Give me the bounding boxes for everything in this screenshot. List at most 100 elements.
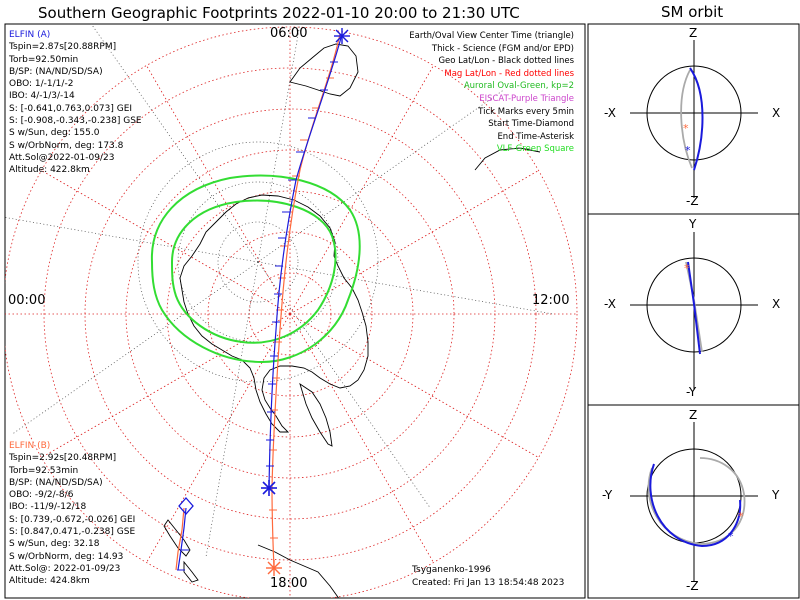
clock-label-left: 00:00 xyxy=(8,293,46,308)
auroral-oval-outer xyxy=(150,174,361,364)
sm-panel-2: * xyxy=(630,232,758,390)
mag-lat-circle xyxy=(43,67,537,561)
sm3-label-bottom: -Z xyxy=(686,579,699,593)
legend-entry: Tick Marks every 5min xyxy=(478,106,574,117)
elfin-b-line-6: S: [0.847,0.471,-0.238] GSE xyxy=(9,527,136,538)
start-diamond xyxy=(178,497,194,515)
geo-lon-line xyxy=(257,261,431,508)
elfin-a-line-3: OBO: 1/-1/1/-2 xyxy=(9,79,74,90)
elfin-b-name: ELFIN (B) xyxy=(9,441,51,451)
sm-panel-1: * * xyxy=(630,40,758,198)
sm-frame xyxy=(587,23,800,599)
sm3-marker-a: * xyxy=(728,530,734,543)
sm2-label-left: -X xyxy=(604,297,616,311)
elfin-b-ticks xyxy=(269,77,334,539)
elfin-a-line-0: Tspin=2.87s[20.88RPM] xyxy=(9,42,117,53)
mag-lat-circle xyxy=(207,231,373,397)
legend-entry: Mag Lat/Lon - Red dotted lines xyxy=(444,68,574,79)
elfin-a-name: ELFIN (A) xyxy=(9,30,51,40)
elfin-b-info: ELFIN (B) Tspin=2.92s[20.48RPM] Torb=92.… xyxy=(9,440,135,588)
elfin-b-line-5: S: [0.739,-0.672,-0.026] GEI xyxy=(9,514,136,525)
sm1-label-left: -X xyxy=(604,106,616,120)
elfin-a-line-6: S: [-0.908,-0.343,-0.238] GSE xyxy=(9,116,142,127)
created-label: Created: Fri Jan 13 18:54:48 2023 xyxy=(412,578,565,588)
sm1-orbit-gray xyxy=(680,69,693,169)
legend: Earth/Oval View Center Time (triangle) Th… xyxy=(409,30,574,156)
mag-lon-line xyxy=(41,170,291,315)
geo-lon-line xyxy=(257,24,301,263)
elfin-b-secondary xyxy=(175,507,185,571)
elfin-b-line-2: B/SP: (NA/ND/SD/SA) xyxy=(9,477,103,488)
auroral-ovals xyxy=(150,174,361,364)
map-frame xyxy=(4,23,586,599)
legend-entry: Geo Lat/Lon - Black dotted lines xyxy=(438,56,574,67)
sm1-marker-a: * xyxy=(685,144,691,157)
sm2-label-right: X xyxy=(772,297,781,311)
elfin-b-line-0: Tspin=2.92s[20.48RPM] xyxy=(9,453,117,464)
sm3-orbit-a xyxy=(649,463,742,548)
sm3-label-left: -Y xyxy=(602,488,613,502)
elfin-b-line-3: OBO: -9/2/-8/6 xyxy=(9,490,74,501)
elfin-b-track xyxy=(175,33,341,576)
legend-entry: EISCAT-Purple Triangle xyxy=(479,93,574,104)
elfin-b-line-8: S w/OrbNorm, deg: 14.93 xyxy=(9,551,124,562)
elfin-a-line-9: Att.Sol@2022-01-09/23 xyxy=(9,152,115,163)
elfin-b-line-10: Altitude: 424.8km xyxy=(9,576,90,587)
antarctica-coast xyxy=(179,194,369,433)
sm2-label-bottom: -Y xyxy=(686,385,697,399)
australia-coast xyxy=(257,544,340,598)
legend-entry: Start Time-Diamond xyxy=(488,119,574,130)
sm2-orbit-a xyxy=(687,261,701,355)
elfin-a-line-10: Altitude: 422.8km xyxy=(9,165,90,176)
geo-lon-line xyxy=(257,89,504,263)
chart-title: Southern Geographic Footprints 2022-01-1… xyxy=(38,4,520,22)
mag-lon-line xyxy=(146,313,291,563)
geo-lon-line xyxy=(5,217,259,263)
elfin-a-start-asterisk xyxy=(334,28,350,44)
geo-grid xyxy=(5,24,554,558)
geo-lat-circle xyxy=(177,181,339,343)
legend-entry: Earth/Oval View Center Time (triangle) xyxy=(409,31,574,41)
geo-lon-line xyxy=(205,261,259,558)
legend-entry: Thick - Science (FGM and/or EPD) xyxy=(431,43,574,54)
elfin-a-ticks xyxy=(177,61,338,571)
sm3-marker-b: * xyxy=(738,510,744,523)
legend-entry: Auroral Oval-Green, kp=2 xyxy=(463,81,574,92)
mag-lon-line xyxy=(41,313,291,458)
ross-sea-coast xyxy=(299,382,333,447)
legend-entry: VLF-Green Square xyxy=(496,144,574,155)
mag-lon-line xyxy=(289,313,434,563)
elfin-b-line-4: IBO: -11/9/-12/18 xyxy=(9,502,87,513)
sm1-marker-b: * xyxy=(683,122,689,135)
elfin-a-end-asterisk xyxy=(261,480,277,496)
africa-coast xyxy=(474,147,541,171)
elfin-a-secondary xyxy=(177,507,187,571)
model-label: Tsyganenko-1996 xyxy=(412,565,491,575)
elfin-a-line-7: S w/Sun, deg: 155.0 xyxy=(9,128,100,139)
south-america-coast xyxy=(289,43,359,97)
elfin-b-line-1: Torb=92.53min xyxy=(9,465,79,476)
elfin-a-line-5: S: [-0.641,0.763,0.073] GEI xyxy=(9,103,133,114)
sm2-marker-b: * xyxy=(684,262,690,275)
sm1-earth xyxy=(646,65,742,161)
elfin-a-line-1: Torb=92.50min xyxy=(9,54,79,65)
sm2-label-top: Y xyxy=(689,217,697,231)
clock-label-top: 06:00 xyxy=(270,26,308,41)
clock-label-bottom: 18:00 xyxy=(270,576,308,591)
elfin-b-line-9: Att.Sol@: 2022-01-09/23 xyxy=(9,563,121,574)
sm2-earth xyxy=(646,257,742,353)
geo-lat-circle xyxy=(137,141,379,383)
elfin-a-line-4: IBO: 4/-1/3/-14 xyxy=(9,91,75,102)
elfin-b-end-asterisk xyxy=(266,560,282,576)
elfin-b-line xyxy=(271,33,341,569)
auroral-oval-inner xyxy=(170,199,337,344)
sm3-label-right: Y xyxy=(772,488,780,502)
clock-label-right: 12:00 xyxy=(532,293,570,308)
mag-lat-circle xyxy=(5,26,578,598)
sm3-label-top: Z xyxy=(689,408,698,422)
elfin-a-line-8: S w/OrbNorm, deg: 173.8 xyxy=(9,140,124,151)
sm-title: SM orbit xyxy=(661,3,724,21)
elfin-a-info: ELFIN (A) Tspin=2.87s[20.88RPM] Torb=92.… xyxy=(9,29,142,177)
mag-grid xyxy=(5,26,578,598)
